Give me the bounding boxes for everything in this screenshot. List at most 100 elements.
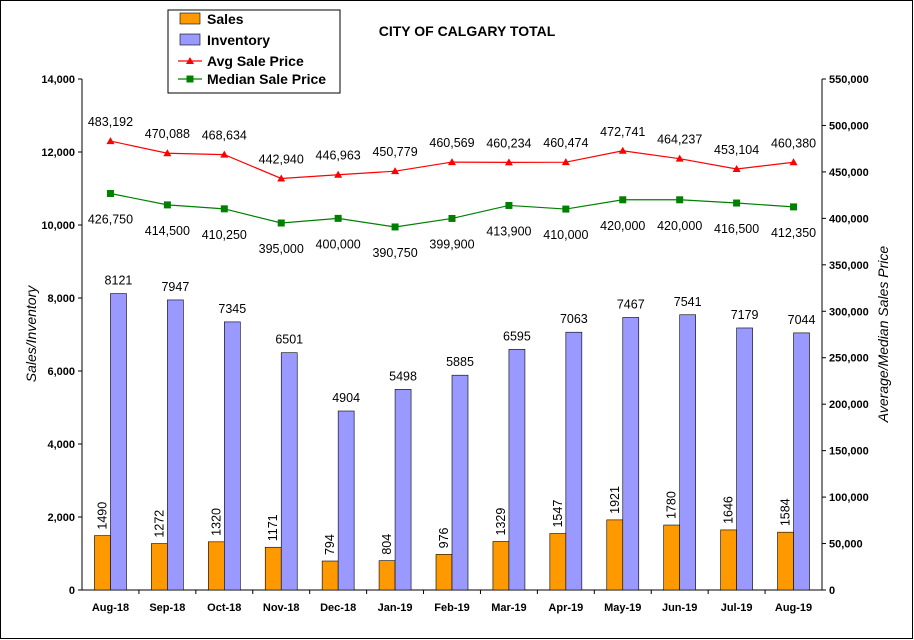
median-price-marker — [676, 196, 684, 204]
inventory-data-label: 5498 — [389, 369, 417, 383]
avg-price-data-label: 446,963 — [316, 149, 361, 163]
sales-bar — [94, 535, 111, 591]
x-tick-label: Oct-18 — [207, 602, 241, 614]
bars — [94, 293, 810, 591]
x-tick-label: Aug-19 — [775, 602, 812, 614]
legend-inventory-label: Inventory — [207, 32, 270, 48]
legend-sales-label: Sales — [207, 11, 244, 27]
y2-tick-label: 300,000 — [829, 306, 869, 318]
inventory-data-label: 7541 — [674, 295, 702, 309]
y-tick-label: 0 — [69, 585, 75, 597]
median-price-data-label: 390,750 — [372, 246, 417, 260]
x-tick-label: Aug-18 — [92, 602, 129, 614]
y2-tick-label: 250,000 — [829, 353, 869, 365]
y2-tick-label: 400,000 — [829, 213, 869, 225]
x-tick-label: Mar-19 — [491, 602, 526, 614]
median-price-marker — [505, 201, 513, 209]
sales-bar — [777, 531, 794, 591]
inventory-bar — [565, 331, 583, 591]
sales-bar — [208, 541, 225, 591]
avg-price-marker — [277, 174, 286, 182]
inventory-data-label: 7947 — [161, 280, 189, 294]
inventory-data-label: 7063 — [560, 312, 588, 326]
avg-price-data-label: 483,192 — [88, 115, 133, 129]
avg-price-data-label: 460,569 — [429, 136, 474, 150]
inventory-bar — [167, 299, 184, 591]
median-price-data-label: 410,000 — [543, 228, 588, 242]
sales-data-label: 794 — [323, 534, 337, 555]
median-price-data-label: 420,000 — [657, 219, 702, 233]
y2-tick-label: 350,000 — [829, 260, 869, 272]
sales-data-label: 1329 — [494, 508, 508, 536]
inventory-bar — [280, 352, 298, 591]
avg-price-marker — [618, 146, 627, 154]
y2-tick-label: 550,000 — [829, 74, 869, 86]
median-price-data-label: 414,500 — [145, 224, 190, 238]
sales-data-label: 1921 — [608, 486, 622, 514]
sales-bar — [435, 554, 453, 591]
y-tick-label: 14,000 — [41, 74, 75, 86]
x-tick-label: May-19 — [604, 602, 641, 614]
y2-axis-title: Average/Median Sales Price — [875, 246, 891, 424]
sales-bar — [378, 560, 396, 591]
avg-price-marker — [675, 154, 684, 162]
legend-median-marker — [186, 75, 194, 83]
median-price-data-label: 416,500 — [714, 222, 759, 236]
avg-price-data-label: 464,237 — [657, 133, 702, 147]
median-price-marker — [220, 205, 228, 213]
inventory-data-label: 8121 — [105, 274, 133, 288]
inventory-data-label: 4904 — [332, 391, 360, 405]
x-tick-label: Jan-19 — [378, 602, 413, 614]
avg-price-data-label: 442,940 — [259, 152, 304, 166]
y2-tick-label: 100,000 — [829, 492, 869, 504]
median-price-marker — [448, 214, 456, 222]
median-price-marker — [391, 223, 399, 231]
x-tick-label: Nov-18 — [263, 602, 300, 614]
sales-bar — [663, 524, 680, 591]
median-price-marker — [733, 199, 741, 207]
inventory-bar — [224, 321, 241, 591]
inventory-bar — [394, 389, 412, 591]
median-price-marker — [562, 205, 570, 213]
avg-price-data-label: 453,104 — [714, 143, 759, 157]
sales-data-label: 1547 — [551, 500, 565, 528]
median-price-data-label: 426,750 — [88, 213, 133, 227]
sales-bar — [264, 546, 282, 591]
x-tick-label: Sep-18 — [149, 602, 185, 614]
median-price-data-label: 400,000 — [316, 237, 361, 251]
y2-tick-label: 200,000 — [829, 399, 869, 411]
median-price-data-label: 410,250 — [202, 228, 247, 242]
inventory-bar — [736, 327, 753, 591]
inventory-bar — [679, 314, 696, 591]
avg-price-marker — [789, 158, 798, 166]
avg-price-data-label: 450,779 — [372, 145, 417, 159]
avg-price-marker — [561, 158, 570, 166]
avg-price-marker — [732, 165, 741, 173]
legend-avg-marker — [186, 57, 194, 64]
avg-price-data-label: 468,634 — [202, 129, 247, 143]
y2-tick-label: 150,000 — [829, 446, 869, 458]
legend-sales-swatch — [179, 12, 201, 25]
y-tick-label: 2,000 — [47, 512, 75, 524]
avg-price-marker — [391, 167, 400, 175]
y-tick-label: 10,000 — [41, 220, 75, 232]
inventory-data-label: 7467 — [617, 297, 645, 311]
median-price-marker — [106, 190, 114, 198]
axes: 0 2,000 4,000 6,000 8,000 10,000 12,000 14,000 0… — [41, 74, 868, 614]
x-tick-label: Feb-19 — [434, 602, 469, 614]
median-price-marker — [790, 203, 798, 211]
x-tick-label: Apr-19 — [548, 602, 583, 614]
inventory-bar — [622, 317, 640, 591]
sales-bar — [492, 541, 510, 591]
price-lines — [106, 137, 798, 231]
legend-median-label: Median Sale Price — [207, 71, 326, 87]
avg-price-data-label: 460,234 — [486, 136, 531, 150]
median-price-data-label: 395,000 — [259, 242, 304, 256]
sales-bar — [151, 543, 168, 591]
sales-data-label: 976 — [437, 527, 451, 548]
x-tick-label: Dec-18 — [320, 602, 356, 614]
y-tick-label: 6,000 — [47, 366, 75, 378]
inventory-data-label: 7044 — [788, 313, 816, 327]
avg-price-data-label: 472,741 — [600, 125, 645, 139]
